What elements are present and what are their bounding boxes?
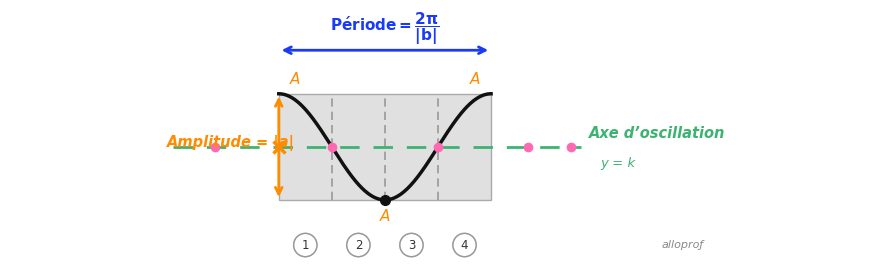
Text: Axe d’oscillation: Axe d’oscillation <box>590 126 725 141</box>
Bar <box>279 94 491 200</box>
Text: $A$: $A$ <box>469 71 481 87</box>
Text: $A$: $A$ <box>378 208 391 224</box>
Circle shape <box>399 233 423 257</box>
Circle shape <box>293 233 317 257</box>
Circle shape <box>347 233 370 257</box>
Text: y = k: y = k <box>600 157 635 170</box>
Text: $A$: $A$ <box>288 71 300 87</box>
Circle shape <box>453 233 477 257</box>
Text: 2: 2 <box>355 238 362 252</box>
Text: 3: 3 <box>407 238 415 252</box>
Text: Amplitude = |a|: Amplitude = |a| <box>167 135 295 151</box>
Text: 1: 1 <box>301 238 309 252</box>
Text: $\bf{P\acute{e}riode}=\dfrac{2\pi}{|b|}$: $\bf{P\acute{e}riode}=\dfrac{2\pi}{|b|}$ <box>330 10 440 47</box>
Text: alloproƒ: alloproƒ <box>661 240 703 250</box>
Text: 4: 4 <box>461 238 469 252</box>
